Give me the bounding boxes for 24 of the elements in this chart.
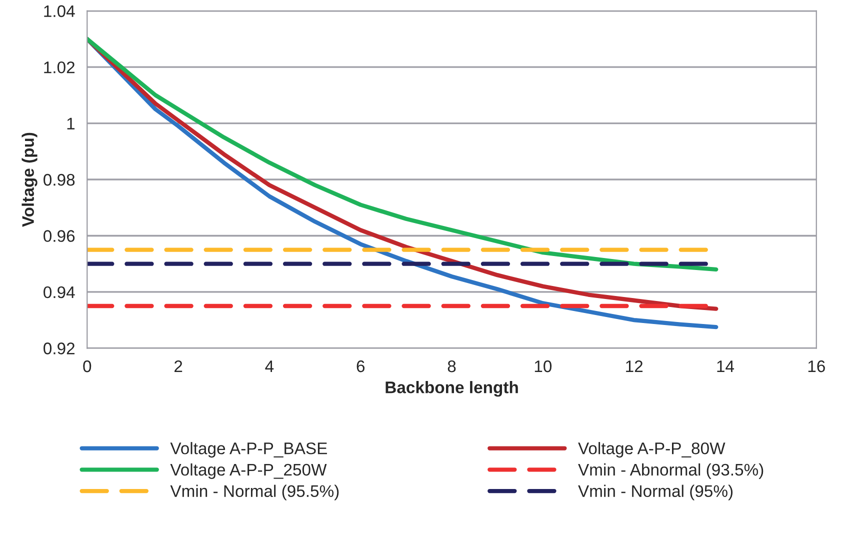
legend-label: Vmin - Abnormal (93.5%) <box>578 463 764 479</box>
legend-label: Vmin - Normal (95%) <box>578 484 733 500</box>
y-tick-label: 1.04 <box>44 5 75 18</box>
x-tick-label: 12 <box>626 360 643 372</box>
y-tick-label: 1.02 <box>44 61 74 74</box>
x-tick-label: 10 <box>534 360 552 372</box>
x-tick-label: 6 <box>356 360 365 372</box>
y-tick-label: 0.96 <box>44 230 75 242</box>
x-axis-title: Backbone length <box>386 381 518 397</box>
y-tick-label: 1 <box>67 118 75 130</box>
x-tick-label: 16 <box>808 360 825 372</box>
y-tick-label: 0.94 <box>44 286 75 298</box>
y-tick-label: 0.92 <box>44 342 74 354</box>
y-tick-label: 0.98 <box>44 174 75 186</box>
x-tick-label: 2 <box>174 360 182 372</box>
legend-label: Voltage A-P-P_250W <box>170 463 327 479</box>
x-tick-label: 0 <box>83 360 92 372</box>
legend-label: Vmin - Normal (95.5%) <box>170 484 339 500</box>
legend-label: Voltage A-P-P_BASE <box>170 442 327 458</box>
legend-label: Voltage A-P-P_80W <box>578 442 726 458</box>
y-axis-title: Voltage (pu) <box>22 132 38 227</box>
x-tick-label: 14 <box>717 360 734 372</box>
x-tick-label: 8 <box>448 360 456 372</box>
x-tick-label: 4 <box>265 360 274 372</box>
